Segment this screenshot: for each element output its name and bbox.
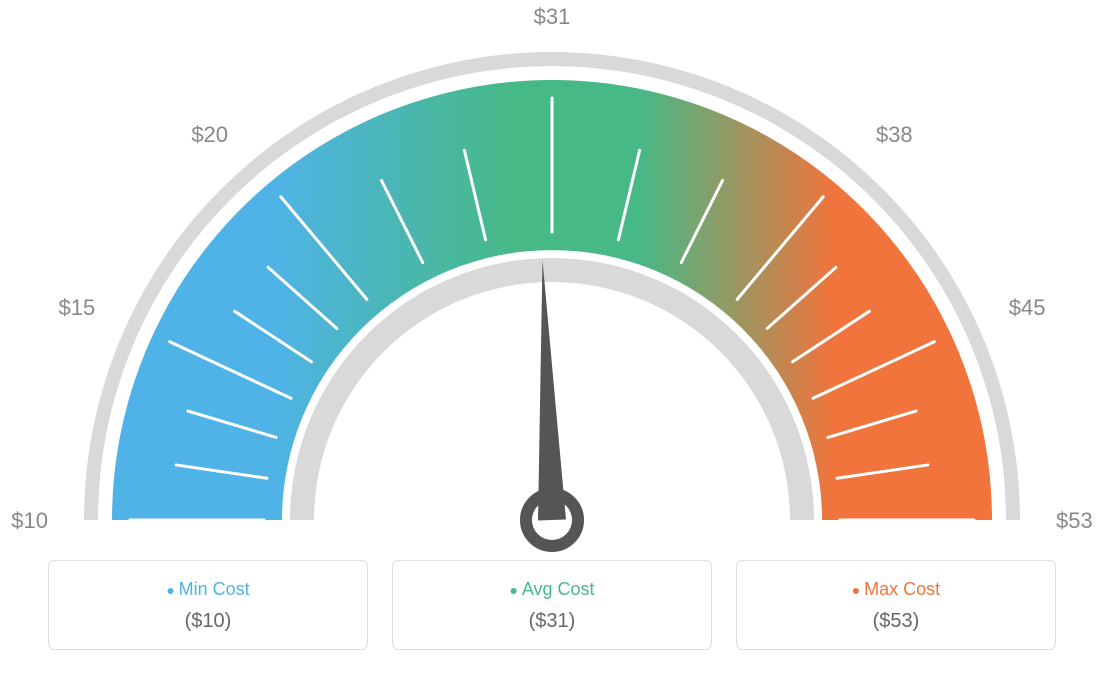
cost-gauge: $10 $15 $20 $31 $38 $45 $53 bbox=[0, 0, 1104, 560]
legend-row: Min Cost ($10) Avg Cost ($31) Max Cost (… bbox=[0, 560, 1104, 650]
gauge-tick-label: $45 bbox=[1009, 295, 1046, 320]
gauge-svg: $10 $15 $20 $31 $38 $45 $53 bbox=[0, 0, 1104, 560]
gauge-tick-label: $53 bbox=[1056, 508, 1093, 533]
legend-value-min: ($10) bbox=[49, 610, 367, 633]
legend-card-max: Max Cost ($53) bbox=[736, 560, 1056, 650]
gauge-tick-label: $38 bbox=[876, 122, 913, 147]
legend-label-max: Max Cost bbox=[737, 579, 1055, 600]
legend-label-avg: Avg Cost bbox=[393, 579, 711, 600]
legend-card-avg: Avg Cost ($31) bbox=[392, 560, 712, 650]
legend-value-avg: ($31) bbox=[393, 610, 711, 633]
gauge-needle bbox=[538, 260, 566, 520]
legend-card-min: Min Cost ($10) bbox=[48, 560, 368, 650]
legend-label-min: Min Cost bbox=[49, 579, 367, 600]
gauge-tick-label: $20 bbox=[191, 122, 228, 147]
gauge-tick-label: $15 bbox=[59, 295, 96, 320]
legend-value-max: ($53) bbox=[737, 610, 1055, 633]
gauge-tick-label: $10 bbox=[11, 508, 48, 533]
gauge-tick-label: $31 bbox=[534, 4, 571, 29]
